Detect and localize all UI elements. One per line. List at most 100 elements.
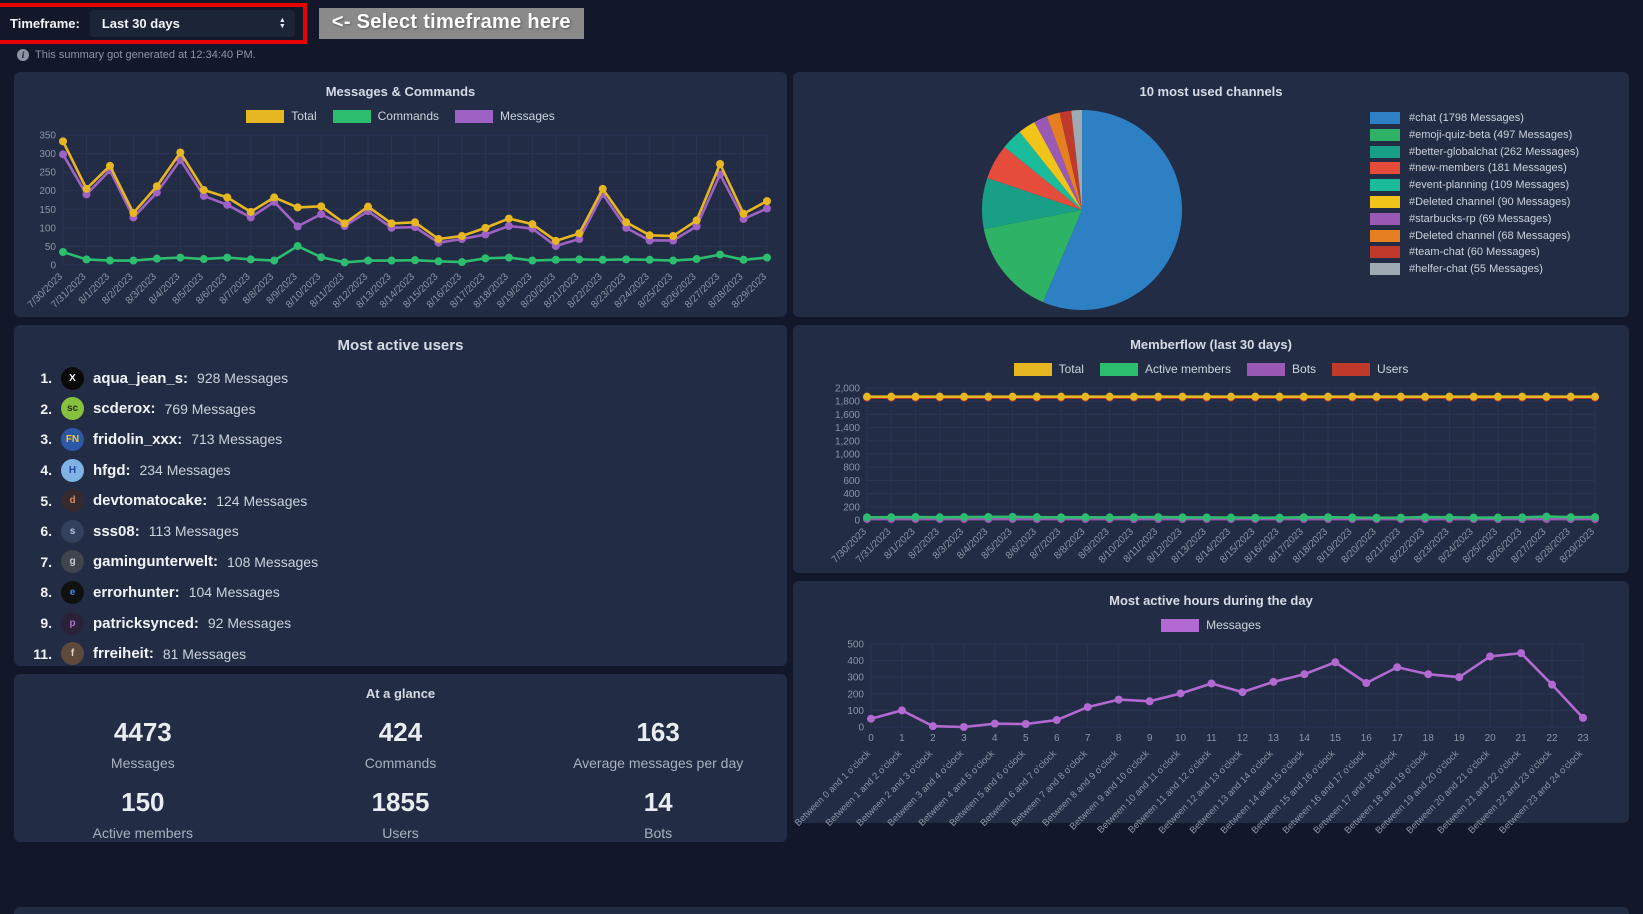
data-point-total (246, 207, 255, 216)
topbar: Timeframe: Last 30 days ▲ ▼ <- Select tim… (0, 0, 1643, 44)
stat-label: Active members (92, 825, 193, 841)
data-point-messages (316, 210, 325, 219)
pie-slice--deleted[interactable] (1019, 122, 1082, 210)
data-point-commands (598, 255, 607, 264)
channel-legend-label: #Deleted channel (68 Messages) (1409, 229, 1571, 242)
data-point-messages (1579, 713, 1587, 722)
active-user-row: 6. s sss08: 113 Messages (28, 516, 773, 547)
data-point-messages (1083, 703, 1092, 712)
channel-legend-item[interactable]: #event-planning (109 Messages) (1370, 179, 1579, 192)
channel-legend-item[interactable]: #helfer-chat (55 Messages) (1370, 263, 1579, 276)
channel-legend-item[interactable]: #Deleted channel (68 Messages) (1370, 229, 1579, 242)
legend-item-total[interactable]: Total (246, 109, 317, 123)
svg-text:1: 1 (899, 733, 905, 744)
data-point-total (222, 193, 231, 202)
stat-label: Commands (364, 755, 437, 771)
channel-legend-item[interactable]: #emoji-quiz-beta (497 Messages) (1370, 128, 1579, 141)
svg-text:250: 250 (39, 168, 56, 179)
pie-slice--event-planning[interactable] (1004, 131, 1082, 210)
data-point-messages (959, 723, 968, 731)
legend-item-active-members[interactable]: Active members (1099, 362, 1231, 376)
data-point-messages (1331, 658, 1340, 667)
data-point-commands (621, 255, 630, 264)
data-point-messages (867, 714, 875, 723)
legend-item-messages[interactable]: Messages (1161, 618, 1261, 632)
data-point-active-members (1542, 512, 1551, 521)
svg-text:100: 100 (39, 223, 56, 234)
data-point-active-members (911, 513, 920, 522)
user-message-count: 113 Messages (148, 523, 239, 540)
svg-text:0: 0 (868, 733, 874, 744)
data-point-messages (1052, 716, 1061, 725)
pie-slice--team-chat[interactable] (1059, 110, 1082, 210)
data-point-commands (480, 254, 489, 263)
data-point-total (1469, 392, 1478, 401)
data-point-messages (1145, 697, 1154, 706)
channel-legend-item[interactable]: #chat (1798 Messages) (1370, 112, 1579, 124)
data-point-active-members (1251, 513, 1260, 522)
user-message-count: 713 Messages (191, 431, 283, 448)
legend-messages-commands: Total Commands Messages (14, 109, 787, 123)
channel-legend-item[interactable]: #team-chat (60 Messages) (1370, 246, 1579, 259)
data-point-total (668, 232, 677, 241)
glance-stat-active-members: 150 Active members (14, 787, 272, 841)
user-rank: 2. (40, 400, 52, 417)
user-rank: 6. (40, 523, 52, 540)
timeframe-select[interactable]: Last 30 days ▲ ▼ (89, 10, 295, 37)
data-point-total (1202, 392, 1211, 401)
pie-slice--new-members[interactable] (987, 146, 1082, 210)
channel-legend-item[interactable]: #better-globalchat (262 Messages) (1370, 145, 1579, 158)
data-point-total (105, 161, 114, 170)
legend-item-total[interactable]: Total (1013, 362, 1084, 376)
channel-legend-item[interactable]: #Deleted channel (90 Messages) (1370, 195, 1579, 208)
svg-text:200: 200 (843, 502, 860, 513)
data-point-commands (293, 242, 302, 251)
data-point-total (887, 392, 896, 401)
svg-text:400: 400 (843, 489, 860, 500)
legend-swatch-messages (455, 109, 493, 123)
data-point-active-members (935, 513, 944, 522)
data-point-commands (527, 256, 536, 265)
data-point-active-members (1032, 513, 1041, 522)
data-point-commands (504, 253, 513, 262)
data-point-total (935, 392, 944, 401)
data-point-commands (199, 255, 208, 264)
data-point-total (960, 392, 969, 401)
legend-item-users[interactable]: Users (1332, 362, 1408, 376)
legend-item-commands[interactable]: Commands (332, 109, 439, 123)
pie-slice--emoji-quiz-beta[interactable] (983, 210, 1082, 303)
channel-legend-item[interactable]: #new-members (181 Messages) (1370, 162, 1579, 175)
user-message-count: 108 Messages (227, 553, 319, 570)
legend-label: Messages (1206, 618, 1261, 632)
legend-item-messages[interactable]: Messages (455, 109, 555, 123)
active-user-row: 5. d devtomatocake: 124 Messages (28, 485, 773, 516)
stat-value: 14 (643, 787, 673, 817)
stat-value: 424 (378, 717, 423, 747)
svg-text:0: 0 (50, 261, 56, 272)
channel-legend-item[interactable]: #starbucks-rp (69 Messages) (1370, 212, 1579, 225)
legend-label: Users (1377, 362, 1409, 376)
legend-swatch-active-members (1099, 362, 1138, 376)
data-point-commands (668, 256, 677, 265)
svg-text:150: 150 (39, 205, 56, 216)
legend-label: Bots (1292, 362, 1317, 376)
pie-slice--starbucks-rp[interactable] (1034, 116, 1082, 210)
timeframe-hint-label: <- Select timeframe here (318, 8, 584, 39)
data-point-total (692, 216, 701, 225)
data-point-active-members (1566, 513, 1575, 522)
data-point-active-members (1299, 513, 1308, 522)
svg-text:16: 16 (1361, 733, 1373, 744)
timeframe-label: Timeframe: (10, 16, 80, 31)
data-point-total (574, 229, 583, 238)
pie-slice--chat[interactable] (1042, 110, 1182, 310)
pie-slice--better-globalchat[interactable] (982, 178, 1082, 229)
legend-item-bots[interactable]: Bots (1247, 362, 1316, 376)
data-point-total (293, 203, 302, 212)
data-point-messages (504, 222, 513, 230)
svg-text:2: 2 (930, 733, 936, 744)
data-point-total (1129, 392, 1138, 401)
user-name: sss08: (93, 522, 140, 540)
pie-slice--deleted[interactable] (1046, 112, 1082, 210)
pie-slice--helfer-chat[interactable] (1071, 110, 1082, 210)
svg-text:20: 20 (1485, 733, 1497, 744)
